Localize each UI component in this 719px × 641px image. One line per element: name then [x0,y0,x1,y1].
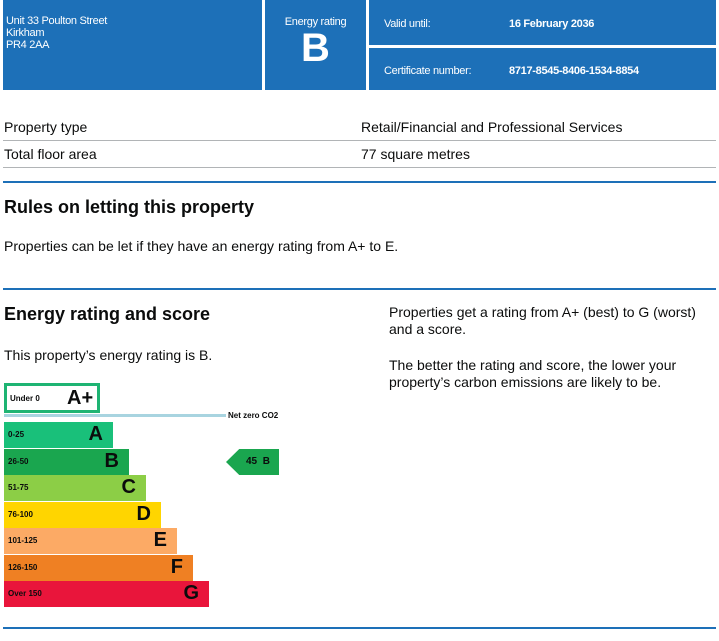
band-range: 101-125 [8,536,38,545]
address-line: PR4 2AA [6,39,50,51]
band-f: 126-150 F [4,554,193,581]
band-letter: D [136,502,151,525]
rating-letter: B [301,26,330,70]
address-line: Unit 33 Poulton Street [6,15,108,27]
band-b: 26-50 B [4,448,129,475]
band-range: 0-25 [8,430,25,439]
band-letter: A+ [67,387,94,409]
band-letter: G [183,582,199,604]
band-c: 51-75 C [4,475,146,501]
band-range: Over 150 [8,589,42,598]
band-range: 76-100 [8,509,33,519]
rules-text: Properties can be let if they have an en… [4,238,399,254]
band-letter: E [153,529,167,551]
band-e: 101-125 E [4,528,177,554]
address-line: Kirkham [6,27,45,39]
certificate-label: Certificate number: [384,65,472,77]
current-score: 45 B [246,456,270,467]
address-box: Unit 33 Poulton Street Kirkham PR4 2AA [3,0,262,90]
band-range: 26-50 [8,456,29,466]
label: Total floor area [4,146,97,162]
divider [3,167,716,168]
valid-box: Valid until: 16 February 2036 [369,0,716,45]
band-letter: C [121,476,136,498]
label: Property type [4,119,88,135]
score: 45 [246,456,258,467]
energy-heading: Energy rating and score [4,304,211,324]
energy-text: This property’s energy rating is B. [4,347,213,363]
section-divider [3,627,716,629]
floor-area-row: Total floor area 77 square metres [4,146,715,162]
certificate-value: 8717-8545-8406-1534-8854 [509,65,639,77]
band-range: Under 0 [10,394,40,403]
section-divider [3,181,716,183]
rules-heading: Rules on letting this property [4,197,255,217]
valid-value: 16 February 2036 [509,18,595,30]
rating-box: Energy rating B [265,0,366,90]
band-d: 76-100 D [4,501,161,528]
certificate-box: Certificate number: 8717-8545-8406-1534-… [369,48,716,90]
valid-label: Valid until: [384,18,431,30]
band-letter: B [104,449,119,472]
rating-label: Energy rating [284,16,347,28]
letter: B [262,456,270,467]
value: Retail/Financial and Professional Servic… [361,119,623,135]
divider [3,140,716,141]
energy-side-text-2: The better the rating and score, the low… [389,357,677,390]
net-zero-line [4,414,226,417]
band-a: 0-25 A [4,422,113,448]
band-letter: F [170,555,183,578]
section-divider [3,288,716,290]
value: 77 square metres [361,146,470,162]
property-type-row: Property type Retail/Financial and Profes… [4,119,715,135]
band-letter: A [88,423,103,445]
band-range: 51-75 [8,483,29,492]
band-range: 126-150 [8,562,38,572]
band-g: Over 150 G [4,581,209,607]
energy-side-text-1: Properties get a rating from A+ (best) t… [389,304,696,337]
band-a-plus: Under 0 A+ [4,383,100,413]
current-rating-arrow: 45 B [226,449,279,475]
net-zero-label: Net zero CO2 [228,411,279,420]
